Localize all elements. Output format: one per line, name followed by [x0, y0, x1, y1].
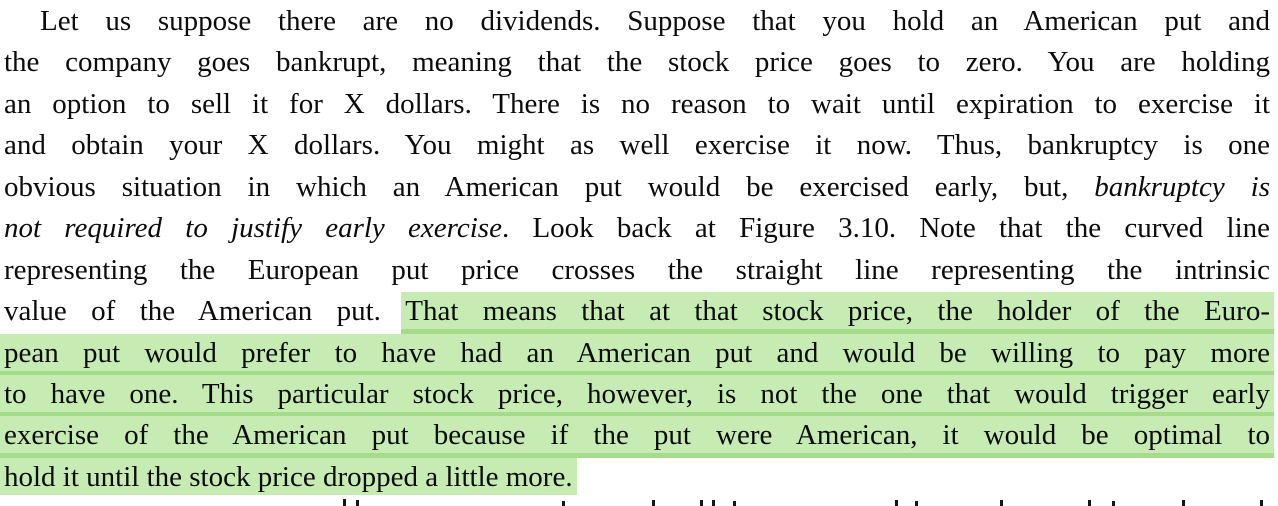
text-segment: an option to sell it for X dollars. Ther… — [4, 87, 1270, 120]
text-segment: representing the European put price cros… — [4, 253, 1270, 286]
text-line: to have one. This particular stock price… — [0, 374, 1274, 415]
text-segment: obvious situation in which an American p… — [4, 170, 1095, 203]
text-segment: . Look back at Figure 3.10. Note that th… — [501, 212, 1270, 245]
text-segment: the company goes bankrupt, meaning that … — [4, 46, 1270, 79]
highlighted-text-segment: hold it until the stock price dropped a … — [0, 457, 577, 495]
highlighted-text-segment: pean put would prefer to have had an Ame… — [0, 333, 1274, 371]
text-line: obvious situation in which an American p… — [4, 167, 1270, 208]
text-line: pean put would prefer to have had an Ame… — [0, 333, 1274, 374]
text-segment: value of the American put. — [4, 295, 406, 328]
clipped-text-line — [0, 498, 1278, 506]
italic-text-segment: bankruptcy is — [1094, 170, 1270, 203]
text-line: not required to justify early exercise. … — [4, 208, 1270, 249]
text-segment: and obtain your X dollars. You might as … — [4, 129, 1270, 162]
text-line: Let us suppose there are no dividends. S… — [4, 1, 1270, 42]
highlighted-text-segment: to have one. This particular stock price… — [0, 374, 1274, 412]
text-line: an option to sell it for X dollars. Ther… — [4, 84, 1270, 125]
highlighted-text-segment: That means that at that stock price, the… — [401, 292, 1274, 330]
highlighted-text-segment: exercise of the American put because if … — [0, 416, 1274, 454]
text-line: the company goes bankrupt, meaning that … — [4, 42, 1270, 83]
text-line: exercise of the American put because if … — [0, 415, 1274, 456]
text-line: representing the European put price cros… — [4, 250, 1270, 291]
text-line: value of the American put. That means th… — [4, 291, 1274, 332]
text-segment: Let us suppose there are no dividends. S… — [40, 5, 1270, 37]
text-line: and obtain your X dollars. You might as … — [4, 125, 1270, 166]
text-line: hold it until the stock price dropped a … — [0, 457, 1270, 498]
italic-text-segment: not required to justify early exercise — [4, 212, 502, 245]
